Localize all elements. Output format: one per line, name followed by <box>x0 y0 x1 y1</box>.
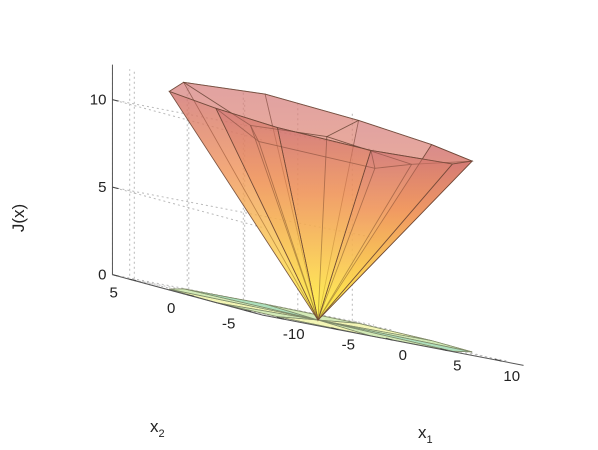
x1-ticks: -10 -5 0 5 10 <box>261 314 524 385</box>
x1-tick-mark <box>494 358 502 362</box>
x2-tick-label: 0 <box>167 300 175 317</box>
surface-front-facet <box>215 107 319 321</box>
z-gridline <box>112 186 375 239</box>
floor-regions <box>169 288 473 353</box>
x1-tick-label: -10 <box>283 326 305 343</box>
x1-tick-mark <box>331 327 339 331</box>
z-tick-label: 5 <box>98 179 106 196</box>
x1-axis-line <box>261 314 524 366</box>
floor-region <box>215 302 319 321</box>
x2-tick-mark <box>129 278 137 282</box>
x2-tick-label: -5 <box>222 315 235 332</box>
x1-tick-mark <box>440 348 448 352</box>
cost-surface <box>168 81 474 322</box>
z-tick-label: 10 <box>90 92 107 109</box>
z-axis-label: J(x) <box>9 204 28 232</box>
x2-axis-label-main: x <box>150 417 159 436</box>
x2-tick-label: 5 <box>110 284 118 301</box>
surface-ridge-edge <box>326 119 359 138</box>
x2-tick-mark <box>187 294 194 297</box>
x1-tick-label: 5 <box>453 358 461 375</box>
floor-region <box>317 319 453 352</box>
x1-axis-label-sub: 1 <box>427 434 433 446</box>
z-tick-label: 0 <box>98 267 106 284</box>
x1-tick-mark <box>276 316 284 320</box>
x2-axis-label-sub: 2 <box>159 428 165 440</box>
x1-axis-label-main: x <box>418 423 427 442</box>
z-tick-mark <box>112 99 119 102</box>
x2-ticks: -5 0 5 <box>110 274 263 332</box>
x1-tick-label: -5 <box>342 337 355 354</box>
x1-tick-mark <box>385 337 393 341</box>
x1-axis-label: x1 <box>418 423 433 446</box>
x1-tick-label: 0 <box>399 347 407 364</box>
x1-tick-label: 10 <box>503 368 520 385</box>
x2-tick-mark <box>244 309 252 313</box>
z-tick-mark <box>112 274 119 277</box>
z-ticks: 0 5 10 <box>90 64 119 284</box>
z-tick-mark <box>112 186 119 190</box>
x2-axis-label: x2 <box>150 417 165 440</box>
